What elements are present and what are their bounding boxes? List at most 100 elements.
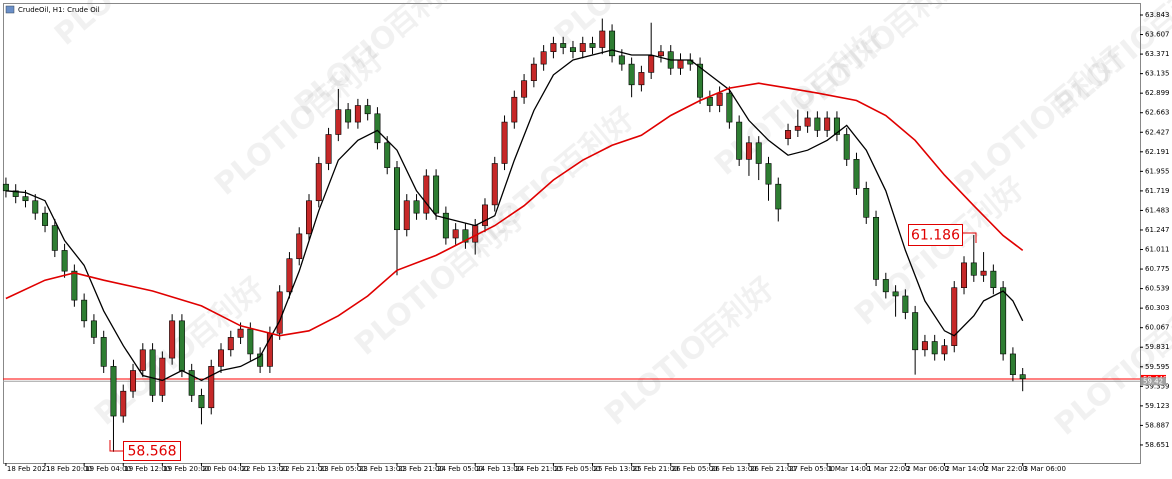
x-tick-label: 25 Feb 13:00: [594, 465, 640, 473]
candle-body: [560, 43, 567, 48]
candle-body: [42, 212, 49, 226]
x-tick-label: 2 Mar 22:00: [985, 465, 1027, 473]
candle-body: [227, 337, 234, 351]
ma-line: [5, 82, 1024, 337]
candle-body: [814, 117, 821, 131]
candle-body: [100, 337, 107, 367]
candle-body: [354, 105, 361, 123]
candle-body: [902, 295, 909, 313]
candle-body: [736, 121, 743, 160]
plot: [2, 14, 1143, 466]
candle-body: [833, 117, 840, 135]
candle-body: [589, 43, 596, 48]
annotation-text: 58.568: [128, 444, 177, 460]
candle-body: [843, 134, 850, 160]
x-tick-label: 19 Feb 04:00: [85, 465, 131, 473]
candle-body: [706, 96, 713, 106]
candle-body: [628, 63, 635, 86]
candle-body: [697, 63, 704, 98]
x-tick-label: 25 Feb 05:00: [554, 465, 600, 473]
candle-body: [921, 341, 928, 351]
candle-body: [315, 163, 322, 202]
x-tick-label: 22 Feb 13:00: [242, 465, 288, 473]
candle-body: [990, 270, 997, 288]
candle-body: [384, 142, 391, 168]
candle-body: [394, 167, 400, 231]
candle-body: [569, 47, 576, 52]
candle-body: [980, 270, 987, 276]
y-tick-label: 61.955: [1145, 167, 1170, 175]
x-tick-label: 20 Feb 04:00: [202, 465, 248, 473]
candle-body: [599, 30, 606, 48]
y-tick-label: 61.011: [1145, 246, 1170, 254]
y-tick-label: 63.135: [1145, 70, 1170, 78]
plot-frame: [3, 3, 1141, 464]
x-tick-label: 26 Feb 13:00: [711, 465, 757, 473]
x-tick-label: 24 Feb 05:00: [437, 465, 483, 473]
candle-body: [257, 353, 264, 367]
candle-body: [22, 196, 29, 202]
price-label: 59.42: [1143, 377, 1163, 385]
candle-body: [765, 163, 772, 185]
x-tick-label: 23 Feb 13:00: [359, 465, 405, 473]
x-tick-label: 23 Feb 05:00: [320, 465, 366, 473]
candle-body: [12, 190, 19, 197]
x-tick-label: 24 Feb 13:00: [476, 465, 522, 473]
x-tick-label: 3 Mar 06:00: [1024, 465, 1066, 473]
candle-body: [618, 55, 625, 65]
candle-body: [521, 80, 528, 98]
candle-body: [296, 233, 303, 260]
candle-body: [247, 328, 254, 355]
candle-body: [550, 43, 557, 52]
y-tick-label: 61.719: [1145, 187, 1170, 195]
candle-body: [648, 55, 655, 73]
candle-body: [785, 130, 792, 139]
annotation-leader: [963, 232, 977, 243]
candle-body: [540, 51, 547, 65]
y-tick-label: 60.775: [1145, 265, 1170, 273]
x-tick-label: 25 Feb 21:00: [633, 465, 679, 473]
candle-body: [951, 287, 958, 346]
candle-body: [2, 183, 9, 192]
y-tick-label: 62.191: [1145, 148, 1170, 156]
y-tick-label: 60.067: [1145, 324, 1170, 332]
candle-body: [657, 51, 664, 57]
candle-body: [530, 63, 537, 81]
candle-body: [71, 270, 78, 301]
candle-body: [1019, 374, 1026, 380]
candle-body: [61, 250, 68, 272]
candle-body: [716, 92, 723, 106]
candle-body: [726, 92, 733, 123]
symbol-icon: [5, 5, 15, 14]
y-tick-label: 59.831: [1145, 343, 1170, 351]
candle-body: [863, 188, 870, 218]
candle-body: [374, 113, 381, 144]
candle-body: [941, 345, 948, 355]
candle-body: [306, 200, 312, 235]
candle-body: [481, 204, 488, 226]
candle-body: [609, 30, 616, 57]
annotation-box: [908, 224, 963, 246]
x-tick-label: 1 Mar 14:00: [828, 465, 870, 473]
x-tick-label: 2 Mar 14:00: [945, 465, 987, 473]
y-tick-label: 63.607: [1145, 31, 1170, 39]
candle-body: [413, 200, 420, 214]
candle-body: [1000, 287, 1007, 355]
y-tick-label: 59.123: [1145, 402, 1170, 410]
x-tick-label: 23 Feb 21:00: [398, 465, 444, 473]
candle-body: [159, 357, 166, 396]
candle-body: [677, 59, 684, 69]
candle-body: [882, 279, 889, 293]
candle-body: [208, 366, 215, 409]
x-tick-label: 26 Feb 05:00: [672, 465, 718, 473]
x-tick-label: 18 Feb 2021: [7, 465, 51, 473]
candle-body: [442, 212, 449, 239]
candle-body: [462, 229, 469, 243]
candle-body: [638, 72, 645, 86]
y-tick-label: 59.595: [1145, 363, 1170, 371]
candle-body: [501, 121, 508, 164]
candle-body: [81, 299, 88, 322]
candle-body: [178, 320, 185, 371]
